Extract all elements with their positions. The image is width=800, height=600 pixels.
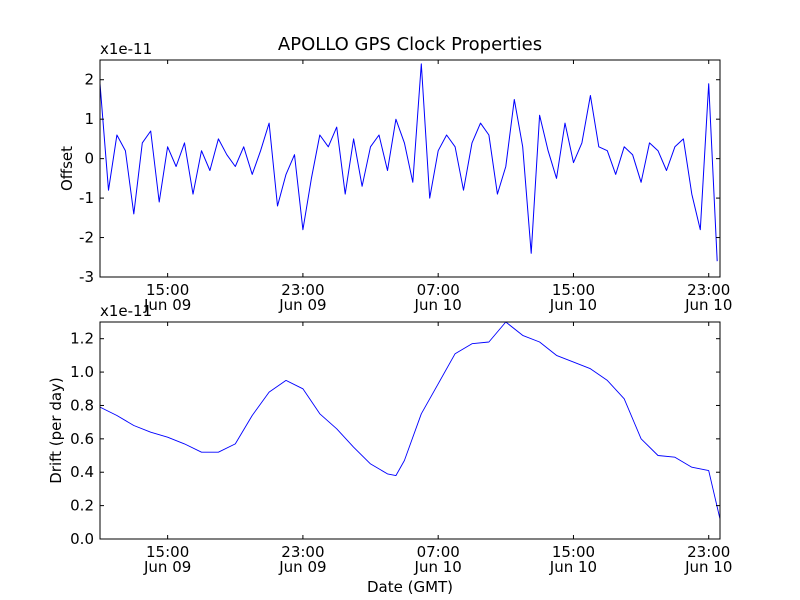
x-tick-label-time: 15:00 <box>552 543 595 561</box>
y-axis-label: Drift (per day) <box>47 377 65 484</box>
x-tick-label-date: Jun 10 <box>684 296 732 314</box>
x-tick-label-date: Jun 09 <box>143 296 191 314</box>
x-tick-label-date: Jun 09 <box>278 558 326 576</box>
x-tick-label-date: Jun 10 <box>414 296 462 314</box>
x-tick-label-date: Jun 10 <box>684 558 732 576</box>
y-tick-label: 2 <box>84 71 94 89</box>
y-tick-label: 1.0 <box>70 363 94 381</box>
x-axis-label: Date (GMT) <box>367 578 453 596</box>
x-tick-label-time: 23:00 <box>687 281 730 299</box>
series-line-0 <box>99 321 721 520</box>
axis-offset-text: x1e-11 <box>100 40 152 58</box>
y-tick-label: 1.2 <box>70 330 94 348</box>
x-tick-label-time: 07:00 <box>417 281 460 299</box>
y-tick-label: -1 <box>79 189 94 207</box>
axis-offset-text: x1e-11 <box>100 302 152 320</box>
y-tick-label: -3 <box>79 268 94 286</box>
series-line-0 <box>99 63 718 262</box>
x-tick-label-time: 23:00 <box>281 543 324 561</box>
x-tick-label-time: 15:00 <box>146 281 189 299</box>
y-tick-label: 0.4 <box>70 463 94 481</box>
x-tick-label-date: Jun 10 <box>414 558 462 576</box>
axes-frame <box>99 321 721 540</box>
y-tick-label: 1 <box>84 110 94 128</box>
x-tick-label-time: 23:00 <box>687 543 730 561</box>
chart-title: APOLLO GPS Clock Properties <box>278 34 542 55</box>
x-tick-label-date: Jun 09 <box>278 296 326 314</box>
y-axis-label: Offset <box>58 146 76 191</box>
x-tick-label-time: 15:00 <box>146 543 189 561</box>
y-tick-label: 0 <box>84 150 94 168</box>
y-tick-label: 0.0 <box>70 530 94 548</box>
x-tick-label-time: 07:00 <box>417 543 460 561</box>
x-tick-label-date: Jun 10 <box>549 558 597 576</box>
y-tick-label: 0.6 <box>70 430 94 448</box>
y-tick-label: 0.8 <box>70 396 94 414</box>
x-tick-label-date: Jun 10 <box>549 296 597 314</box>
x-tick-label-date: Jun 09 <box>143 558 191 576</box>
axes-frame <box>99 59 721 278</box>
x-tick-label-time: 15:00 <box>552 281 595 299</box>
y-tick-label: -2 <box>79 229 94 247</box>
y-tick-label: 0.2 <box>70 497 94 515</box>
x-tick-label-time: 23:00 <box>281 281 324 299</box>
